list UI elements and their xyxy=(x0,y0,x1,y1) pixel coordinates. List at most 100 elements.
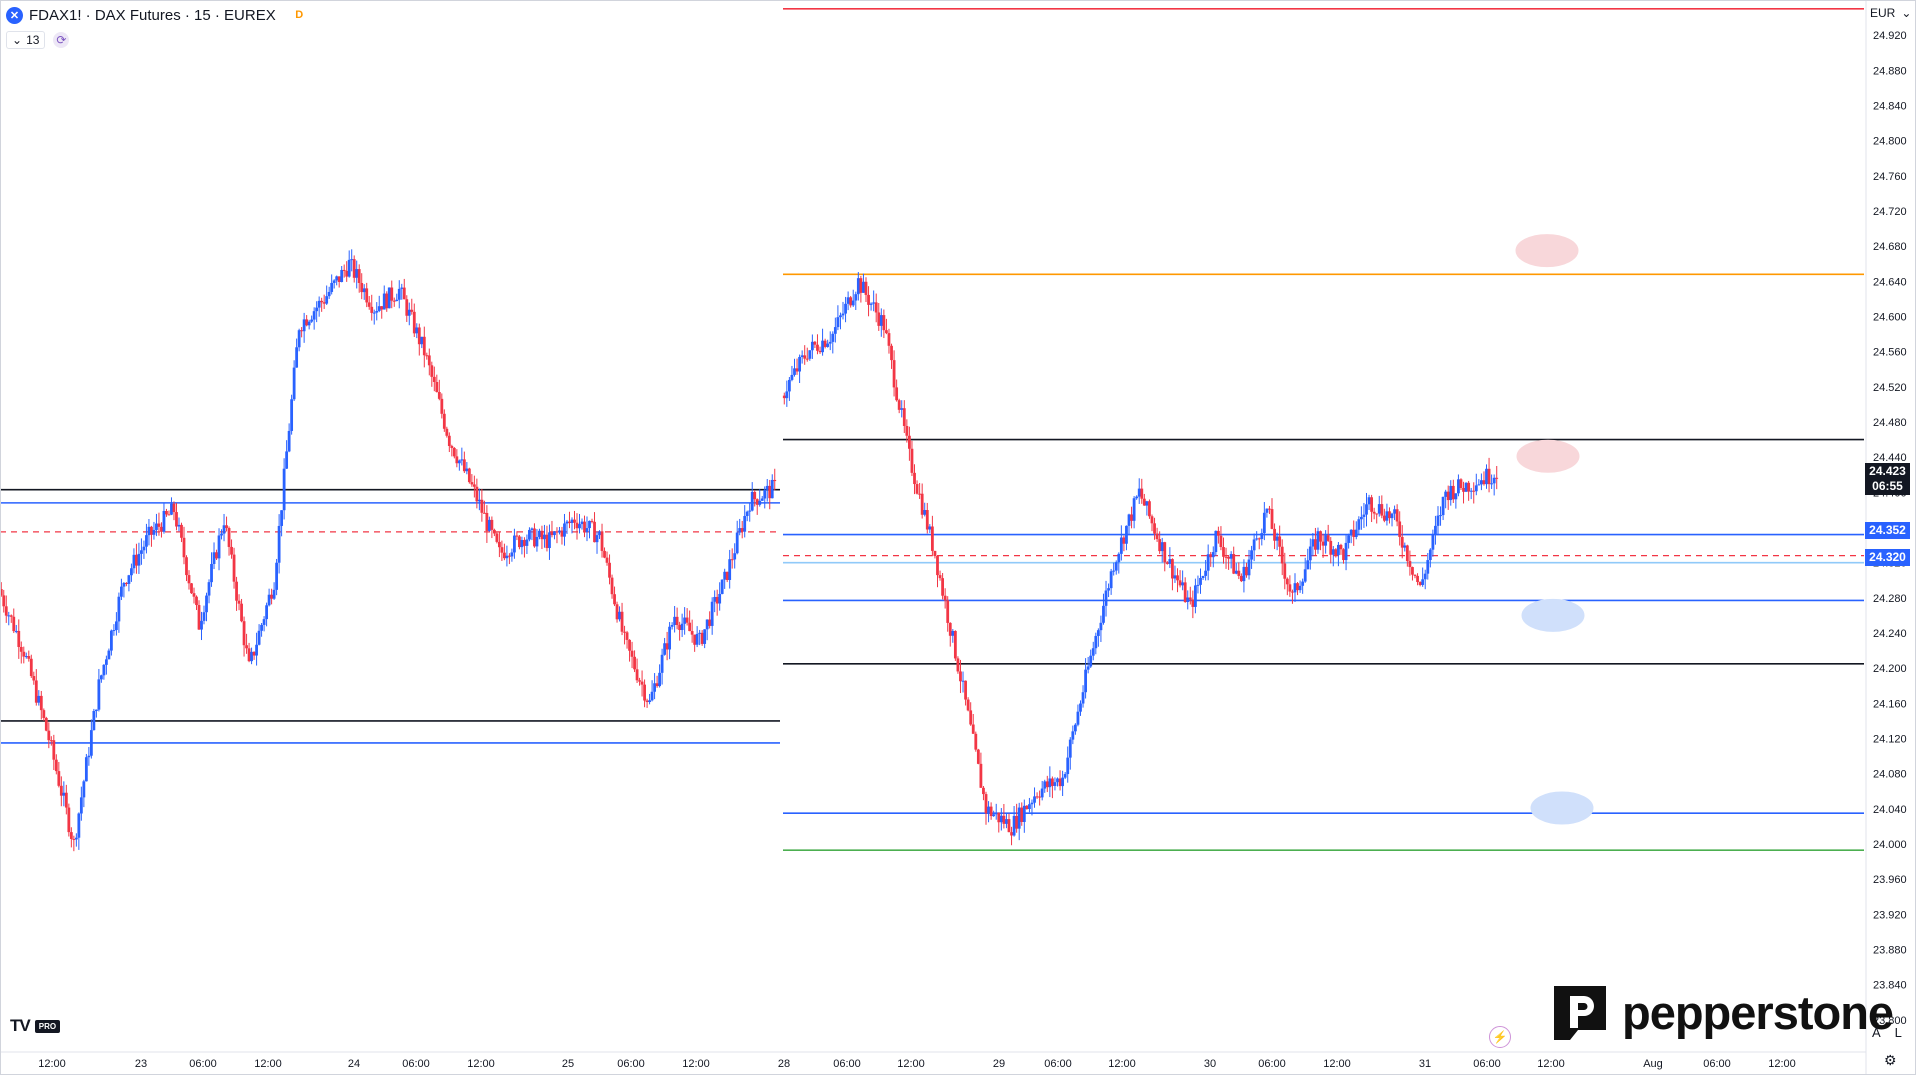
candle-body xyxy=(668,626,672,650)
candle-body xyxy=(0,589,3,596)
candle-body xyxy=(705,619,709,630)
candle-body xyxy=(302,319,306,332)
candle-body xyxy=(913,472,916,485)
candle-body xyxy=(844,303,847,314)
candle-body xyxy=(267,594,271,606)
candle-body xyxy=(613,594,616,605)
candle-body xyxy=(1362,514,1366,517)
candle-body xyxy=(1007,819,1011,833)
time-tick-label: 25 xyxy=(562,1058,574,1070)
price-tick-label: 24.640 xyxy=(1873,276,1907,288)
tv-mark: TV xyxy=(10,1016,31,1035)
candle-body xyxy=(928,526,932,530)
candle-body xyxy=(1342,549,1345,561)
candle-body xyxy=(1352,529,1356,537)
tradingview-logo[interactable]: TV PRO xyxy=(10,1016,61,1036)
price-tick-label: 24.480 xyxy=(1873,417,1907,429)
candle-body xyxy=(157,523,161,527)
candle-body xyxy=(1084,669,1087,693)
gear-icon[interactable]: ⚙ xyxy=(1884,1052,1897,1068)
candle-body xyxy=(1022,805,1026,822)
candle-body xyxy=(1061,777,1065,787)
candle-body xyxy=(9,615,13,617)
candle-body xyxy=(327,291,331,297)
candle-body xyxy=(490,519,494,530)
candle-body xyxy=(1250,550,1253,560)
candle-body xyxy=(54,759,58,772)
candle-body xyxy=(1367,497,1371,505)
price-tick-label: 24.760 xyxy=(1873,171,1907,183)
candle-body xyxy=(1377,504,1381,514)
refresh-icon[interactable]: ⟳ xyxy=(53,32,70,48)
candle-body xyxy=(1030,802,1034,805)
candle-body xyxy=(763,489,767,499)
candle-body xyxy=(999,815,1003,823)
candle-body xyxy=(387,287,391,309)
candle-body xyxy=(925,510,929,530)
candle-body xyxy=(292,367,296,400)
candle-body xyxy=(900,408,904,410)
candle-body xyxy=(663,643,667,655)
candle-body xyxy=(1423,573,1427,580)
candle-body xyxy=(568,521,571,524)
candle-body xyxy=(260,624,263,631)
candle-body xyxy=(500,547,504,553)
candle-body xyxy=(1079,703,1082,712)
candle-body xyxy=(969,710,973,725)
log-scale-button[interactable]: L xyxy=(1894,1025,1902,1040)
candle-body xyxy=(710,601,714,626)
candle-body xyxy=(720,579,724,594)
indicators-toggle[interactable]: ⌄ 13 xyxy=(6,31,46,49)
candle-body xyxy=(1444,491,1448,497)
auto-scale-button[interactable]: A xyxy=(1872,1025,1881,1040)
candle-body xyxy=(155,523,158,530)
tv-pro-badge: PRO xyxy=(34,1019,61,1033)
candle-body xyxy=(29,658,33,677)
candle-body xyxy=(257,630,261,645)
candle-body xyxy=(595,535,599,543)
candle-body xyxy=(513,535,516,553)
candle-body xyxy=(1472,490,1476,492)
candle-body xyxy=(828,341,832,344)
lightning-icon[interactable]: ⚡ xyxy=(1489,1026,1511,1048)
candle-body xyxy=(1058,778,1062,787)
candle-body xyxy=(533,528,536,547)
candle-body xyxy=(1132,498,1136,521)
currency-selector[interactable]: EUR ⌄ xyxy=(1870,6,1911,20)
candle-body xyxy=(415,327,419,334)
candle-body xyxy=(497,541,501,548)
price-tick-label: 24.040 xyxy=(1873,804,1907,816)
candle-body xyxy=(1273,528,1276,541)
candle-body xyxy=(658,672,661,687)
candle-body xyxy=(918,493,922,495)
candle-body xyxy=(1421,579,1425,585)
candle-body xyxy=(307,321,311,326)
candle-body xyxy=(377,306,381,311)
candle-body xyxy=(52,740,56,760)
candle-body xyxy=(127,575,131,584)
time-tick-label: 12:00 xyxy=(254,1058,282,1070)
candle-body xyxy=(575,522,579,529)
zone-marker xyxy=(1521,598,1585,632)
candle-body xyxy=(1066,757,1070,775)
symbol-title[interactable]: FDAX1! · DAX Futures · 15 · EUREX xyxy=(29,6,276,24)
price-tick-label: 24.560 xyxy=(1873,347,1907,359)
candle-body xyxy=(360,282,364,293)
time-tick-label: 12:00 xyxy=(38,1058,66,1070)
candle-body xyxy=(530,528,534,530)
candle-body xyxy=(92,711,96,731)
candle-body xyxy=(485,512,489,531)
candle-body xyxy=(1163,542,1167,563)
candle-body xyxy=(879,315,883,326)
candle-body xyxy=(340,269,344,282)
candle-body xyxy=(603,550,606,558)
candle-body xyxy=(665,643,669,650)
candle-body xyxy=(1232,554,1236,574)
candle-body xyxy=(1148,501,1151,517)
time-tick-label: 06:00 xyxy=(833,1058,861,1070)
candle-body xyxy=(1229,554,1233,559)
candle-body xyxy=(540,530,544,540)
price-label-blue: 24.320 xyxy=(1865,549,1910,566)
candle-body xyxy=(1033,796,1036,803)
